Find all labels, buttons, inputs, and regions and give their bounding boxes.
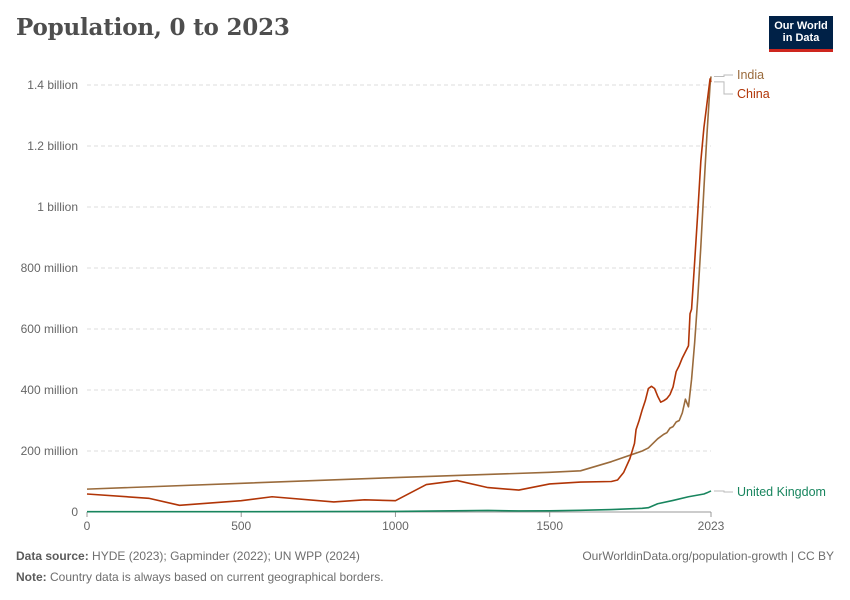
label-connector-united-kingdom xyxy=(714,490,733,493)
x-tick-label: 0 xyxy=(84,519,91,533)
gridlines xyxy=(87,84,711,452)
y-tick-label: 1.4 billion xyxy=(27,78,78,92)
y-tick-label: 0 xyxy=(71,505,78,519)
data-source: Data source: HYDE (2023); Gapminder (202… xyxy=(16,549,360,563)
footer-source-row: Data source: HYDE (2023); Gapminder (202… xyxy=(16,549,834,563)
x-tick-label: 1500 xyxy=(536,519,563,533)
series-label-china[interactable]: China xyxy=(737,87,770,101)
y-tick-label: 1 billion xyxy=(37,200,78,214)
axes: 0 200 million 400 million 600 million 800 mi… xyxy=(21,78,725,533)
y-tick-label: 200 million xyxy=(21,444,78,458)
note-text: Country data is always based on current … xyxy=(50,570,384,584)
series-line-india[interactable] xyxy=(86,76,712,490)
series-label-united-kingdom[interactable]: United Kingdom xyxy=(737,485,826,499)
x-tick-label: 2023 xyxy=(698,519,725,533)
y-tick-label: 400 million xyxy=(21,383,78,397)
logo-text-line1: Our World xyxy=(774,20,828,32)
data-source-text: HYDE (2023); Gapminder (2022); UN WPP (2… xyxy=(92,549,360,563)
series-lines xyxy=(86,76,712,513)
label-connector-china xyxy=(714,81,733,95)
series-label-india[interactable]: India xyxy=(737,68,764,82)
label-connector-india xyxy=(714,74,733,77)
x-tick-label: 500 xyxy=(231,519,251,533)
series-labels: India China United Kingdom xyxy=(714,68,826,499)
y-tick-label: 800 million xyxy=(21,261,78,275)
x-tick-label: 1000 xyxy=(382,519,409,533)
chart-title: Population, 0 to 2023 xyxy=(16,14,290,41)
series-line-united-kingdom[interactable] xyxy=(87,490,712,513)
credit-link[interactable]: OurWorldinData.org/population-growth | C… xyxy=(582,549,834,563)
owid-logo[interactable]: Our World in Data xyxy=(769,16,833,52)
note-label: Note: xyxy=(16,570,47,584)
footer-note-row: Note: Country data is always based on cu… xyxy=(16,570,834,584)
logo-text-line2: in Data xyxy=(782,32,820,44)
y-tick-label: 1.2 billion xyxy=(27,139,78,153)
y-tick-label: 600 million xyxy=(21,322,78,336)
data-source-label: Data source: xyxy=(16,549,89,563)
series-line-china[interactable] xyxy=(86,78,712,507)
